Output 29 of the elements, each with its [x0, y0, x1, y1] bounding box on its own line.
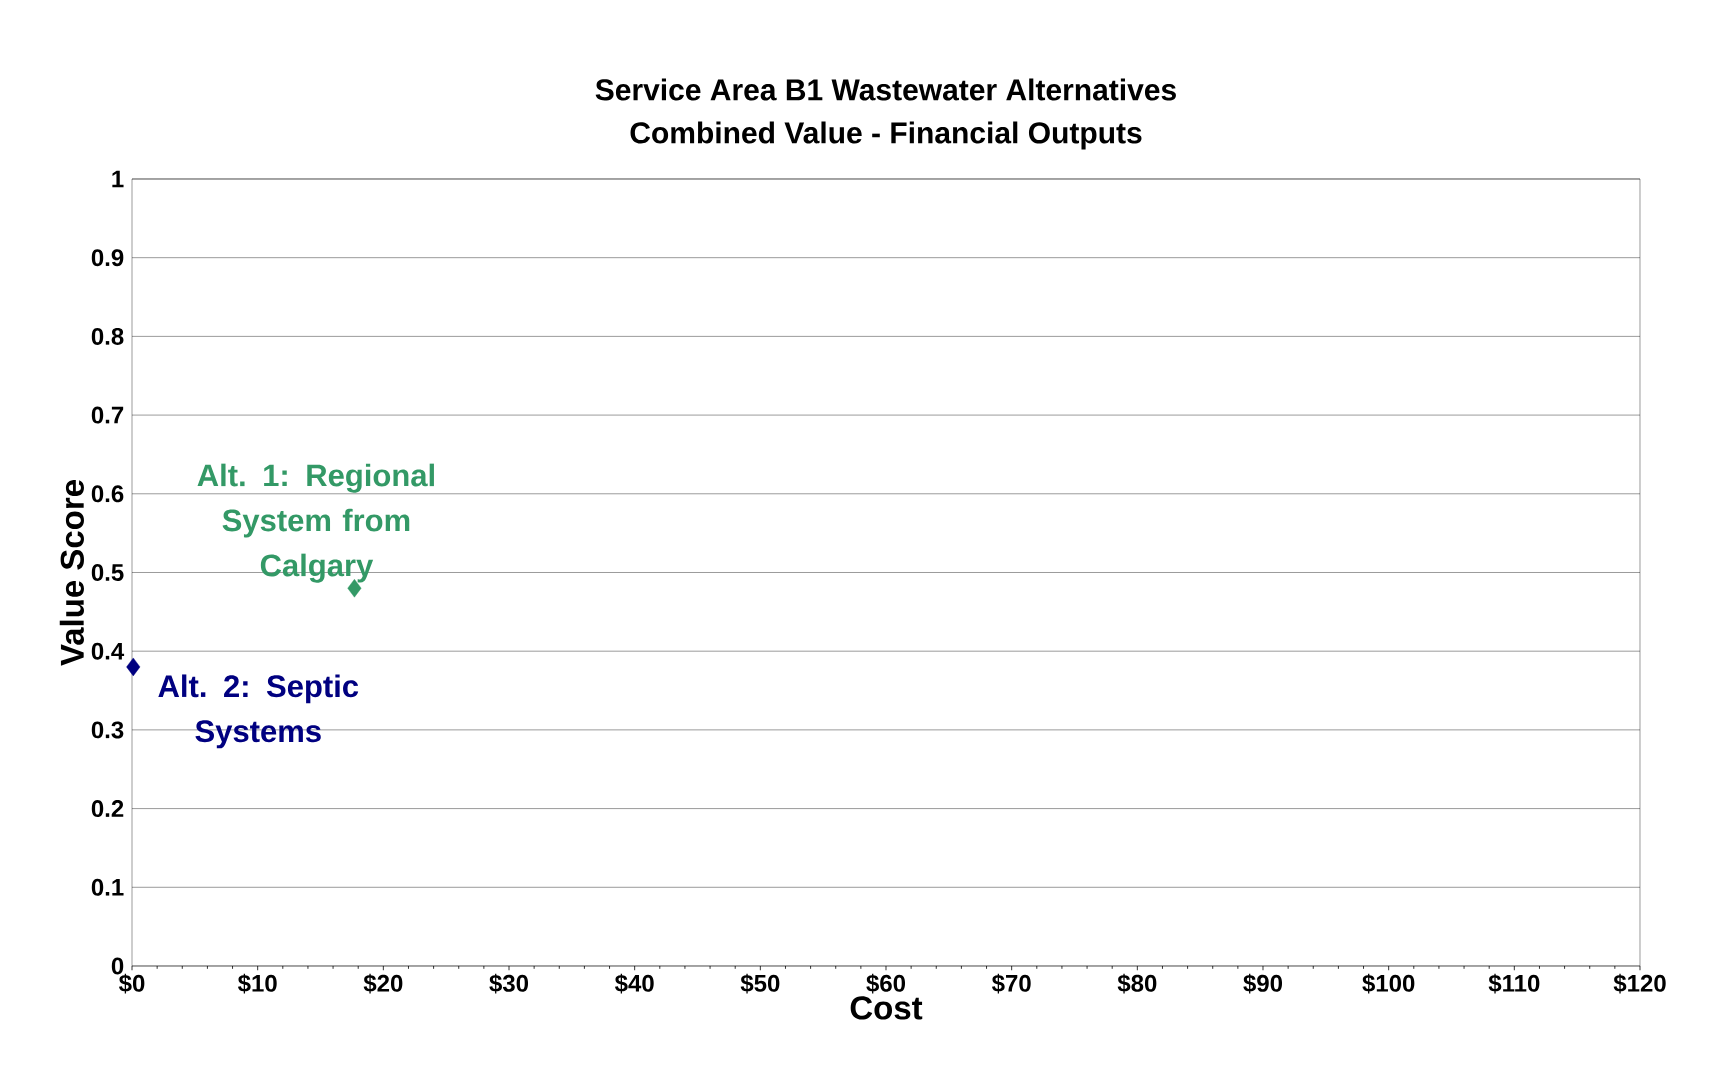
x-tick-label: $90	[1243, 973, 1283, 994]
x-tick-label: $50	[740, 973, 780, 994]
y-tick-label: 0	[111, 957, 124, 975]
x-tick-label: $80	[1117, 973, 1157, 994]
x-tick-label: $60	[866, 973, 906, 994]
y-tick-label: 0.3	[91, 721, 124, 739]
y-tick-label: 0.1	[91, 878, 124, 896]
y-tick-label: 0.8	[91, 327, 124, 345]
x-tick-label: $110	[1488, 973, 1540, 994]
x-tick-label: $40	[614, 973, 654, 994]
x-tick-label: $0	[118, 973, 145, 994]
x-tick-label: $20	[363, 973, 403, 994]
y-tick-label: 0.2	[91, 800, 124, 818]
text: Alt. 1: Regional System from Calgary	[197, 463, 434, 583]
y-tick-label: 1	[112, 170, 124, 188]
y-tick-label: 0.6	[91, 485, 124, 503]
x-tick-label: $10	[237, 973, 277, 994]
y-tick-label: 0.4	[91, 642, 125, 660]
y-tick-label: 0.9	[91, 249, 124, 267]
x-axis-title: Cost	[850, 996, 923, 1020]
series-label: Alt. 2: Septic Systems	[158, 674, 359, 749]
y-tick-label: 0.7	[91, 406, 124, 424]
chart-title: Service Area B1 Wastewater Alternatives Combined Value - Financial Outputs	[595, 78, 1176, 150]
y-tick-label: 0.5	[91, 564, 124, 581]
x-tick-label: $120	[1613, 973, 1666, 994]
y-axis-title: Value Score	[59, 480, 84, 666]
x-tick-label: $30	[489, 973, 529, 994]
x-tick-label: $100	[1362, 973, 1415, 994]
x-tick-label: $70	[991, 973, 1031, 994]
